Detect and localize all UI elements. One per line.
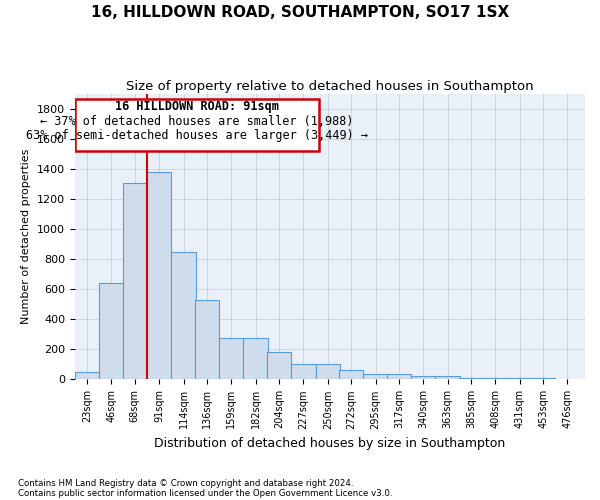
Y-axis label: Number of detached properties: Number of detached properties [22, 149, 31, 324]
Bar [194, 300, 219, 380]
Bar [459, 378, 483, 380]
Bar [364, 374, 388, 380]
X-axis label: Distribution of detached houses by size in Southampton: Distribution of detached houses by size … [154, 437, 506, 450]
Bar [219, 338, 244, 380]
Bar [508, 378, 532, 380]
Text: Contains HM Land Registry data © Crown copyright and database right 2024.: Contains HM Land Registry data © Crown c… [18, 478, 353, 488]
Bar [122, 183, 147, 380]
Text: 16, HILLDOWN ROAD, SOUTHAMPTON, SO17 1SX: 16, HILLDOWN ROAD, SOUTHAMPTON, SO17 1SX [91, 5, 509, 20]
Bar [339, 370, 364, 380]
Text: 16 HILLDOWN ROAD: 91sqm: 16 HILLDOWN ROAD: 91sqm [115, 100, 279, 114]
Bar [75, 98, 319, 151]
Bar [267, 352, 291, 380]
Bar [99, 284, 124, 380]
Bar [244, 338, 268, 380]
Text: ← 37% of detached houses are smaller (1,988): ← 37% of detached houses are smaller (1,… [40, 116, 353, 128]
Bar [291, 364, 316, 380]
Bar [436, 376, 460, 380]
Text: 63% of semi-detached houses are larger (3,449) →: 63% of semi-detached houses are larger (… [26, 129, 368, 142]
Text: Contains public sector information licensed under the Open Government Licence v3: Contains public sector information licen… [18, 488, 392, 498]
Bar [531, 378, 556, 380]
Bar [172, 252, 196, 380]
Bar [483, 378, 508, 380]
Bar [411, 376, 436, 380]
Bar [75, 372, 99, 380]
Bar [316, 364, 340, 380]
Bar [386, 374, 411, 380]
Bar [147, 172, 172, 380]
Title: Size of property relative to detached houses in Southampton: Size of property relative to detached ho… [126, 80, 534, 93]
